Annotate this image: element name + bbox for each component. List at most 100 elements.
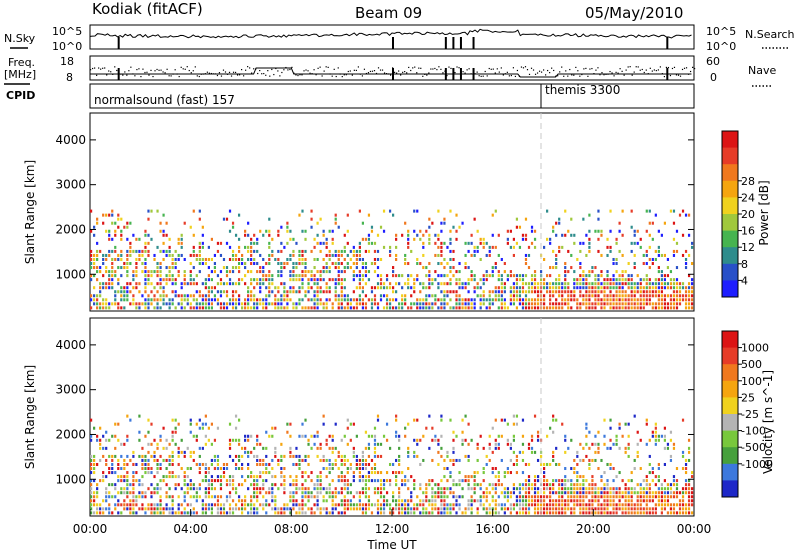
range-cell — [588, 241, 591, 245]
range-cell — [358, 458, 361, 462]
range-cell — [268, 233, 271, 237]
range-cell — [183, 499, 186, 503]
range-cell — [331, 253, 334, 257]
range-cell — [328, 257, 331, 261]
range-cell — [579, 458, 582, 462]
nave-dot — [496, 68, 498, 70]
range-cell — [111, 511, 114, 515]
range-cell — [470, 306, 473, 310]
range-cell — [231, 282, 235, 286]
range-cell — [458, 302, 461, 306]
range-cell — [582, 487, 585, 491]
range-cell — [612, 503, 615, 507]
nave-dot — [575, 66, 577, 69]
range-cell — [530, 286, 534, 290]
nave-dot — [359, 73, 361, 75]
range-cell — [561, 503, 564, 507]
range-cell — [582, 499, 585, 503]
range-cell — [437, 282, 440, 286]
range-cell — [138, 491, 141, 495]
range-cell — [669, 209, 673, 213]
range-cell — [219, 503, 223, 507]
range-cell — [645, 422, 648, 426]
nave-dot — [337, 67, 339, 69]
range-cell — [283, 487, 286, 491]
range-cell — [316, 430, 319, 434]
colorbar-swatch — [722, 447, 738, 465]
range-cell — [485, 507, 488, 511]
range-cell — [558, 282, 561, 286]
range-cell — [392, 266, 395, 270]
range-cell — [591, 491, 594, 495]
range-cell — [108, 467, 111, 471]
range-cell — [310, 495, 313, 499]
range-cell — [135, 262, 138, 266]
range-cell — [639, 487, 642, 491]
range-cell — [588, 499, 591, 503]
range-cell — [657, 294, 660, 298]
range-cell — [316, 233, 319, 237]
range-cell — [355, 266, 358, 270]
range-cell — [274, 450, 277, 454]
range-cell — [518, 487, 522, 491]
range-cell — [367, 499, 371, 503]
range-cell — [277, 507, 280, 511]
range-cell — [591, 442, 594, 446]
range-cell — [99, 294, 102, 298]
range-cell — [573, 491, 576, 495]
range-cell — [241, 262, 244, 266]
range-cell — [479, 286, 482, 290]
range-cell — [401, 503, 404, 507]
freq-gap-bar — [117, 68, 120, 80]
range-cell — [690, 499, 694, 503]
range-cell — [165, 233, 168, 237]
range-cell — [120, 491, 123, 495]
range-cell — [159, 298, 162, 302]
range-cell — [364, 262, 368, 266]
range-cell — [138, 290, 141, 294]
range-cell — [449, 209, 452, 213]
range-cell — [274, 475, 277, 479]
range-cell — [615, 278, 618, 282]
range-cell — [358, 298, 361, 302]
range-cell — [416, 507, 419, 511]
range-cell — [428, 302, 431, 306]
range-cell — [476, 458, 479, 462]
range-cell — [398, 306, 401, 310]
range-cell — [147, 282, 150, 286]
range-cell — [247, 434, 250, 438]
range-cell — [603, 511, 606, 515]
range-cell — [582, 479, 585, 483]
range-cell — [144, 270, 147, 274]
range-cell — [313, 487, 316, 491]
range-cell — [449, 229, 452, 233]
range-cell — [93, 495, 96, 499]
range-cell — [633, 253, 636, 257]
range-cell — [183, 270, 186, 274]
range-cell — [301, 257, 304, 261]
range-cell — [437, 253, 440, 257]
range-cell — [603, 491, 606, 495]
range-cell — [407, 229, 410, 233]
range-cell — [135, 257, 138, 261]
range-cell — [132, 450, 135, 454]
range-cell — [237, 507, 241, 511]
range-cell — [99, 479, 102, 483]
range-cell — [201, 306, 204, 310]
nave-dot — [373, 70, 376, 72]
colorbar-swatch — [722, 430, 738, 448]
range-cell — [231, 306, 235, 310]
range-cell — [171, 274, 174, 278]
range-cell — [530, 450, 534, 454]
range-cell — [310, 225, 313, 229]
range-cell — [274, 511, 277, 515]
range-cell — [343, 483, 346, 487]
range-cell — [398, 274, 401, 278]
range-cell — [648, 511, 651, 515]
nave-dot — [500, 67, 502, 69]
range-cell — [228, 495, 232, 499]
range-cell — [304, 458, 307, 462]
range-cell — [96, 462, 99, 466]
range-cell — [259, 282, 262, 286]
range-cell — [319, 278, 322, 282]
